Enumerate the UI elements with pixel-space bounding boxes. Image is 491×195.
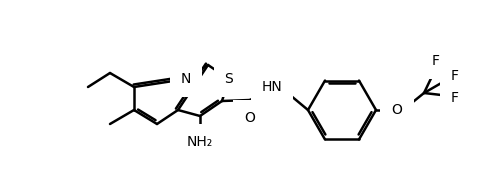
Text: O: O <box>391 103 403 117</box>
Text: N: N <box>181 72 191 86</box>
Text: F: F <box>432 54 440 68</box>
Text: F: F <box>451 69 459 83</box>
Text: HN: HN <box>262 80 282 94</box>
Text: O: O <box>245 111 255 125</box>
Text: F: F <box>451 91 459 105</box>
Text: NH₂: NH₂ <box>187 135 213 149</box>
Text: S: S <box>224 72 233 86</box>
